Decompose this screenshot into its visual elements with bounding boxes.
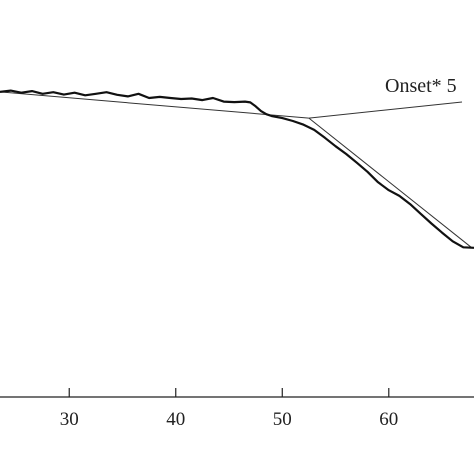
- x-axis-ticks: [68, 388, 390, 397]
- x-tick-label-60: 60: [379, 409, 398, 430]
- onset-annotation: Onset* 5: [308, 75, 463, 119]
- tangent-lines: [0, 91, 473, 249]
- annotation-label: Onset* 5: [385, 75, 457, 97]
- x-tick-label-40: 40: [166, 409, 185, 430]
- series-line-1: [0, 89, 474, 249]
- annotation-leader-line: [308, 101, 463, 119]
- series-group: [0, 89, 474, 249]
- x-axis-tick-labels: 30 40 50 60: [60, 409, 399, 430]
- x-tick-label-50: 50: [273, 409, 292, 430]
- tangent-line-1: [0, 91, 309, 119]
- x-tick-label-30: 30: [60, 409, 79, 430]
- tangent-line-2: [308, 117, 473, 249]
